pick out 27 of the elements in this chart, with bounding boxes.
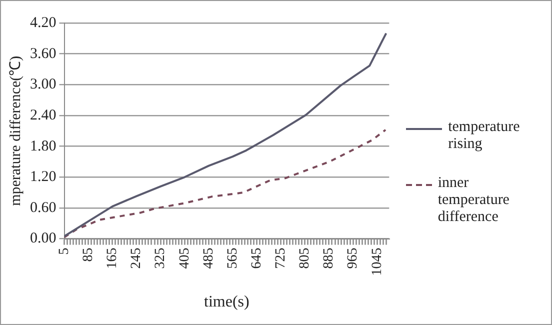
x-tick-label: 245 — [129, 248, 144, 269]
x-axis-title: time(s) — [204, 294, 250, 311]
y-tick-label: 0.60 — [30, 200, 56, 216]
x-tick-label: 965 — [346, 248, 361, 269]
x-tick-label: 565 — [225, 248, 240, 269]
y-tick-label: 0.00 — [30, 230, 56, 247]
x-tick-label: 645 — [249, 248, 264, 269]
y-tick-label: 1.20 — [30, 169, 56, 186]
line-series — [64, 128, 387, 238]
x-tick-label: 85 — [80, 248, 96, 262]
x-tick-label: 485 — [201, 248, 216, 269]
x-tick-label: 1045 — [370, 248, 385, 276]
y-tick-label: 4.20 — [30, 14, 56, 31]
legend-label: inner temperature difference — [438, 175, 510, 226]
x-tick-label: 725 — [274, 248, 289, 269]
x-tick-label: 405 — [177, 248, 192, 269]
x-tick-label: 165 — [105, 248, 120, 269]
legend-label: temperature rising — [448, 119, 521, 153]
y-tick-label: 3.00 — [30, 76, 56, 93]
x-tick-label: 885 — [322, 248, 337, 269]
y-tick-label: 2.40 — [30, 107, 56, 124]
y-tick-label: 1.80 — [30, 138, 56, 154]
x-tick-label: 805 — [298, 248, 313, 269]
x-tick-label: 325 — [153, 248, 168, 269]
y-axis-title: mperature difference(℃) — [8, 56, 24, 206]
y-tick-label: 3.60 — [30, 46, 56, 62]
x-tick-label: 5 — [56, 248, 72, 255]
